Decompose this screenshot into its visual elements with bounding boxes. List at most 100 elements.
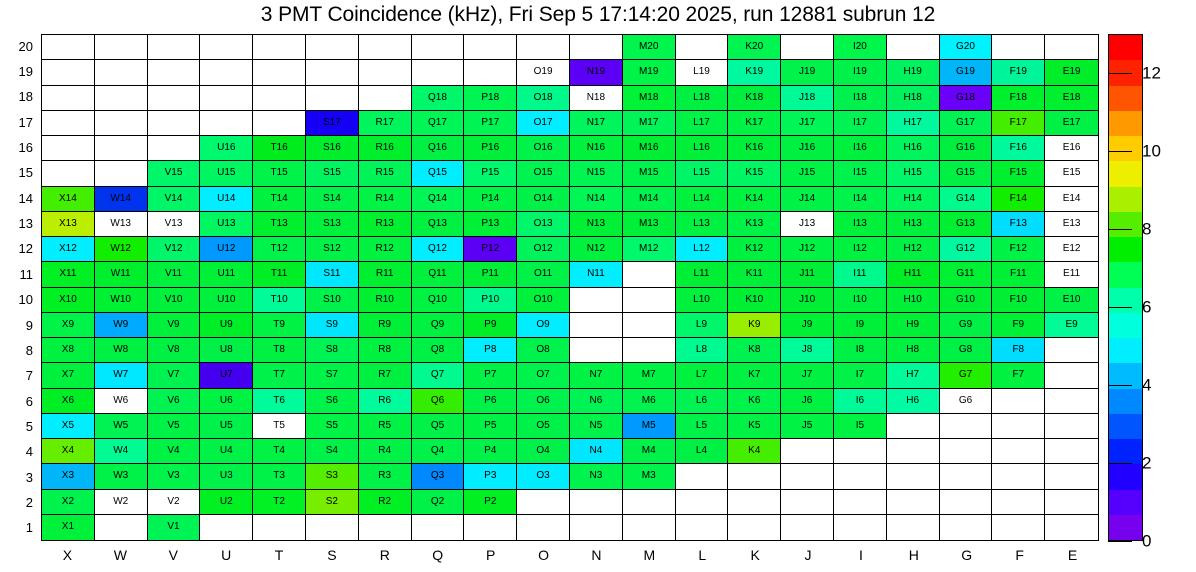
- heatmap-cell-label: H12: [903, 243, 922, 255]
- heatmap-cell-S9: S9: [305, 312, 359, 338]
- heatmap-cell-V6: V6: [147, 388, 201, 414]
- heatmap-cell-label: G17: [956, 116, 975, 128]
- heatmap-cell-label: T8: [273, 344, 285, 356]
- heatmap-cell-label: N18: [586, 91, 606, 103]
- heatmap-cell-label: T2: [273, 495, 285, 507]
- heatmap-cell-label: F7: [1012, 369, 1025, 381]
- heatmap-cell-E10: E10: [1045, 287, 1098, 313]
- heatmap-cell-label: G12: [956, 243, 975, 255]
- heatmap-cell-label: X6: [61, 394, 75, 406]
- heatmap-cell-empty: [94, 110, 148, 136]
- heatmap-cell-label: U11: [217, 268, 236, 280]
- heatmap-cell-G7: G7: [939, 363, 993, 389]
- heatmap-cell-label: M6: [641, 394, 656, 406]
- heatmap-cell-empty: [517, 489, 570, 515]
- heatmap-cell-P18: P18: [464, 85, 518, 111]
- heatmap-cell-empty: [42, 110, 95, 136]
- colorbar-band: [1109, 388, 1142, 414]
- x-axis-tick-R: R: [379, 547, 390, 563]
- heatmap-cell-F11: F11: [992, 262, 1046, 288]
- heatmap-cell-L7: L7: [675, 363, 729, 389]
- heatmap-cell-label: L11: [693, 268, 710, 280]
- heatmap-cell-W2: W2: [94, 489, 148, 515]
- heatmap-cell-empty: [1045, 388, 1098, 414]
- heatmap-cell-Q11: Q11: [411, 262, 465, 288]
- heatmap-cell-E11: E11: [1045, 262, 1098, 288]
- heatmap-cell-E15: E15: [1045, 161, 1098, 187]
- heatmap-cell-label: W3: [113, 470, 129, 482]
- heatmap-cell-X10: X10: [42, 287, 95, 313]
- heatmap-cell-label: N15: [586, 167, 606, 179]
- heatmap-cell-label: R3: [378, 470, 392, 482]
- heatmap-cell-empty: [992, 489, 1046, 515]
- heatmap-cell-label: G16: [956, 142, 975, 154]
- heatmap-cell-N5: N5: [569, 413, 623, 439]
- heatmap-cell-R9: R9: [358, 312, 412, 338]
- heatmap-cell-label: K12: [745, 243, 764, 255]
- heatmap-cell-label: N16: [586, 142, 606, 154]
- heatmap-cell-label: V11: [164, 268, 183, 280]
- heatmap-cell-label: M17: [638, 116, 659, 128]
- heatmap-cell-label: V4: [167, 445, 180, 457]
- heatmap-cell-empty: [622, 287, 676, 313]
- heatmap-cell-L16: L16: [675, 136, 729, 162]
- heatmap-cell-label: G19: [956, 66, 975, 78]
- heatmap-cell-label: W10: [110, 293, 131, 305]
- heatmap-cell-I5: I5: [833, 413, 887, 439]
- heatmap-cell-U11: U11: [200, 262, 254, 288]
- heatmap-cell-label: P14: [481, 192, 500, 204]
- heatmap-cell-H17: H17: [886, 110, 940, 136]
- heatmap-cell-empty: [200, 514, 254, 540]
- heatmap-cell-label: F16: [1009, 142, 1027, 154]
- heatmap-cell-label: Q7: [430, 369, 445, 381]
- heatmap-cell-label: Q5: [430, 419, 445, 431]
- heatmap-cell-empty: [517, 514, 570, 540]
- heatmap-cell-O18: O18: [517, 85, 570, 111]
- heatmap-cell-M14: M14: [622, 186, 676, 212]
- heatmap-cell-empty: [517, 35, 570, 61]
- heatmap-cell-label: L14: [693, 192, 710, 204]
- heatmap-cell-J11: J11: [781, 262, 834, 288]
- heatmap-cell-label: Q8: [430, 344, 445, 356]
- heatmap-cell-label: S15: [322, 167, 341, 179]
- heatmap-cell-R15: R15: [358, 161, 412, 187]
- heatmap-cell-empty: [781, 464, 834, 490]
- heatmap-cell-empty: [728, 514, 782, 540]
- heatmap-cell-F10: F10: [992, 287, 1046, 313]
- heatmap-cell-label: G18: [956, 91, 975, 103]
- heatmap-cell-label: L6: [695, 394, 708, 406]
- heatmap-cell-empty: [569, 312, 623, 338]
- heatmap-cell-F17: F17: [992, 110, 1046, 136]
- heatmap-cell-W6: W6: [94, 388, 148, 414]
- heatmap-cell-empty: [675, 489, 729, 515]
- heatmap-cell-label: O18: [533, 91, 553, 103]
- heatmap-cell-F7: F7: [992, 363, 1046, 389]
- heatmap-cell-label: U14: [217, 192, 236, 204]
- heatmap-cell-P12: P12: [464, 237, 518, 263]
- heatmap-cell-U10: U10: [200, 287, 254, 313]
- heatmap-cell-label: X1: [61, 521, 75, 533]
- heatmap-cell-T13: T13: [253, 211, 306, 237]
- heatmap-cell-label: X7: [61, 369, 75, 381]
- heatmap-cell-label: S4: [325, 445, 338, 457]
- heatmap-cell-label: P5: [484, 419, 497, 431]
- colorbar-tick-label-10: 10: [1142, 141, 1161, 161]
- heatmap-cell-label: F9: [1012, 318, 1025, 330]
- heatmap-cell-label: X2: [61, 495, 75, 507]
- heatmap-cell-empty: [305, 35, 359, 61]
- heatmap-cell-label: I15: [852, 167, 867, 179]
- heatmap-cell-K6: K6: [728, 388, 782, 414]
- heatmap-cell-label: L15: [693, 167, 710, 179]
- heatmap-cell-U2: U2: [200, 489, 254, 515]
- heatmap-cell-label: R16: [375, 142, 394, 154]
- heatmap-cell-empty: [675, 35, 729, 61]
- heatmap-cell-label: T3: [273, 470, 285, 482]
- heatmap-cell-G11: G11: [939, 262, 993, 288]
- heatmap-cell-empty: [464, 514, 518, 540]
- heatmap-cell-H7: H7: [886, 363, 940, 389]
- heatmap-cell-label: P8: [484, 344, 497, 356]
- heatmap-cell-empty: [569, 287, 623, 313]
- heatmap-cell-empty: [939, 413, 993, 439]
- heatmap-cell-label: J18: [799, 91, 816, 103]
- heatmap-cell-empty: [94, 161, 148, 187]
